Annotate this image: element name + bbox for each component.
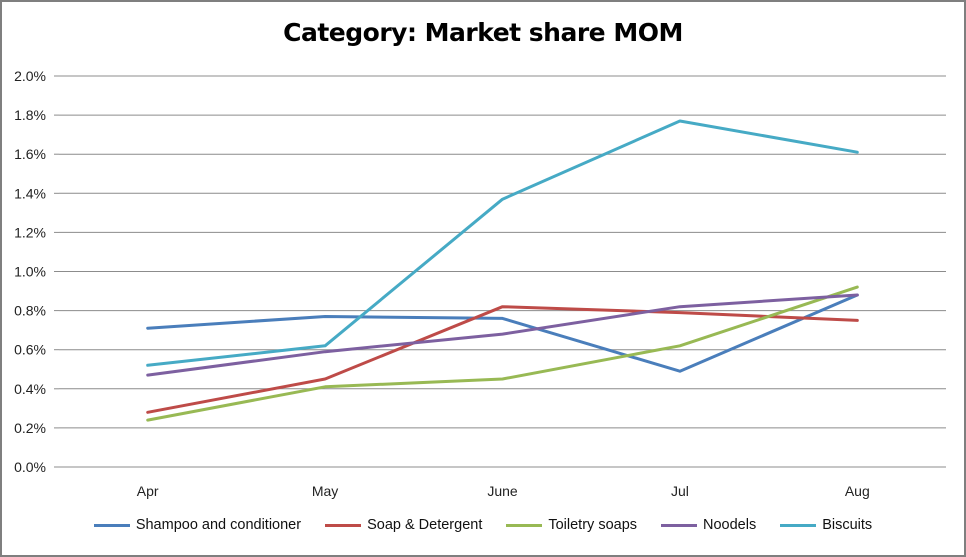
series-line <box>146 285 859 422</box>
legend-item: Biscuits <box>780 517 872 533</box>
y-tick-label: 0.6% <box>14 342 46 358</box>
legend-label: Biscuits <box>822 517 873 533</box>
y-tick-label: 0.4% <box>14 381 46 397</box>
y-tick-label: 1.8% <box>14 107 46 123</box>
legend-item: Toiletry soaps <box>506 517 637 533</box>
legend-label: Shampoo and conditioner <box>135 517 302 533</box>
series-line <box>146 293 859 377</box>
legend-swatch <box>780 523 817 527</box>
y-tick-label: 1.4% <box>14 185 46 201</box>
legend-item: Soap & Detergent <box>325 517 482 533</box>
legend-item: Shampoo and conditioner <box>93 517 302 533</box>
legend-label: Soap & Detergent <box>367 517 483 533</box>
legend-label: Toiletry soaps <box>548 517 638 533</box>
legend-item: Noodels <box>661 517 756 533</box>
y-tick-label: 2.0% <box>14 68 46 84</box>
x-tick-label: Jul <box>671 483 689 499</box>
legend-swatch <box>93 523 130 527</box>
legend-label: Noodels <box>703 517 757 533</box>
series-line <box>146 305 859 414</box>
x-tick-label: June <box>487 483 518 499</box>
legend-swatch <box>325 523 362 527</box>
series-line <box>146 293 859 373</box>
x-tick-label: May <box>312 483 338 499</box>
y-tick-label: 1.0% <box>14 264 46 280</box>
chart-title: Category: Market share MOM <box>283 18 683 47</box>
legend-swatch <box>661 523 698 527</box>
series-line <box>146 119 859 367</box>
y-tick-label: 1.2% <box>14 224 46 240</box>
legend: Shampoo and conditioner Soap & Detergent T… <box>0 517 966 533</box>
y-tick-label: 1.6% <box>14 146 46 162</box>
x-tick-label: Aug <box>845 483 870 499</box>
y-tick-label: 0.8% <box>14 303 46 319</box>
x-tick-label: Apr <box>137 483 159 499</box>
legend-swatch <box>506 523 543 527</box>
y-tick-label: 0.0% <box>14 459 46 475</box>
y-tick-label: 0.2% <box>14 420 46 436</box>
